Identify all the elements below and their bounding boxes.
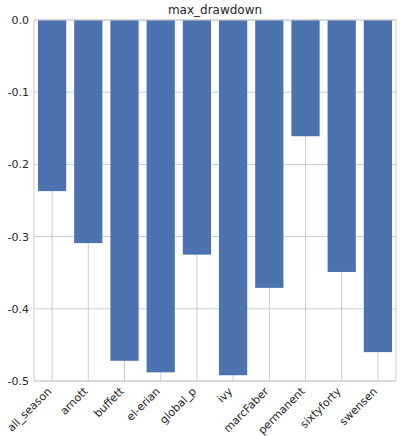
- bar: [183, 20, 211, 255]
- chart: 0.0 -0.1 -0.2 -0.3 -0.4 -0.5all_seasonarnottb…: [0, 0, 401, 436]
- x-tick-label: buffett: [91, 384, 127, 420]
- y-tick-label: -0.2: [8, 158, 29, 171]
- bar: [219, 20, 247, 375]
- y-tick-label: -0.5: [8, 375, 29, 388]
- plot-frame: [34, 20, 396, 381]
- bar: [147, 20, 175, 372]
- plot-background: [34, 20, 396, 381]
- bars: [38, 20, 392, 375]
- bar: [255, 20, 283, 288]
- bar: [328, 20, 356, 272]
- y-tick-label: -0.3: [8, 231, 29, 244]
- x-tick-label: arnott: [58, 384, 91, 417]
- y-tick-label: -0.4: [8, 303, 29, 316]
- x-tick-label: sixtyforty: [298, 385, 344, 431]
- x-tick-label: all_season: [5, 385, 55, 435]
- x-tick-label: permanent: [256, 384, 308, 436]
- bar: [74, 20, 102, 243]
- x-tick-label: swensen: [337, 385, 380, 428]
- x-tick-label: global_p: [157, 385, 199, 427]
- title: max_drawdown: [168, 3, 262, 17]
- bar: [291, 20, 319, 136]
- bar: [110, 20, 138, 361]
- x-tick-label: ivy: [215, 385, 236, 406]
- y-tick-label: -0.1: [8, 86, 29, 99]
- bar: [364, 20, 392, 352]
- y-tick-label: 0.0: [12, 14, 30, 27]
- bar: [38, 20, 66, 191]
